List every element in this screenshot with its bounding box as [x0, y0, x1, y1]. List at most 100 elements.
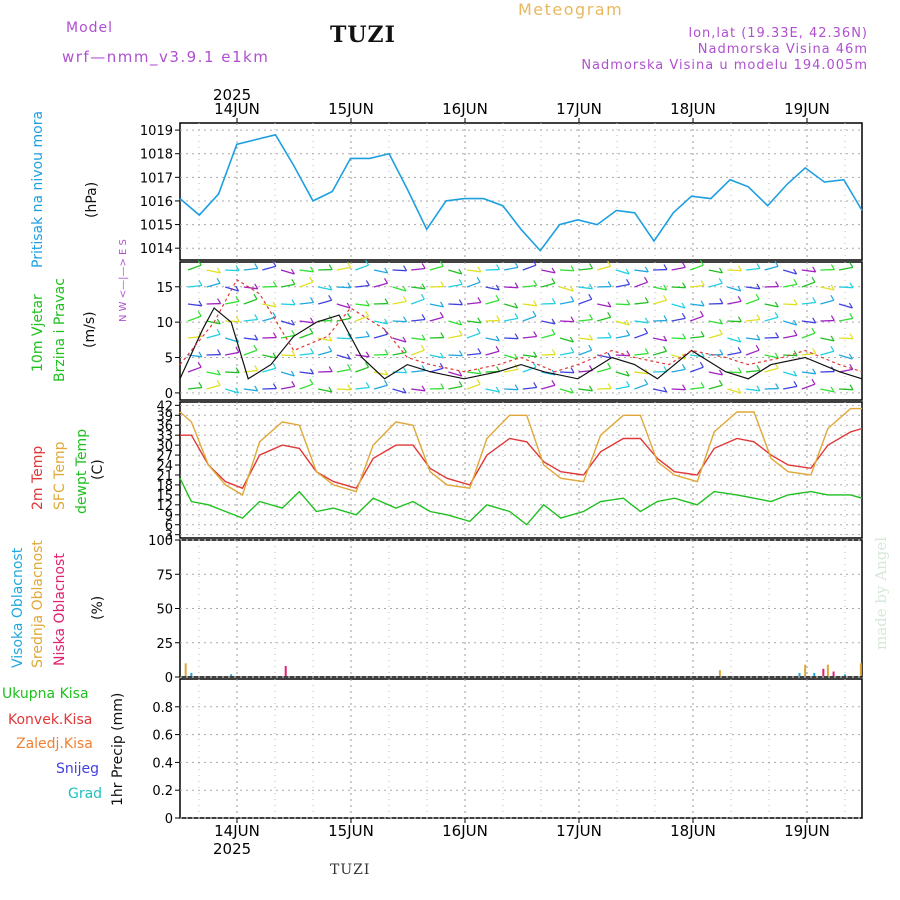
wind-barb — [225, 300, 240, 305]
wind-barb — [578, 318, 593, 322]
wind-barb — [411, 337, 426, 341]
wind-barb — [793, 330, 798, 336]
wind-barb — [402, 285, 407, 292]
wind-barb — [820, 337, 835, 342]
wind-barb — [812, 266, 817, 273]
wind-barb — [448, 334, 463, 339]
wind-barb — [663, 264, 668, 270]
wind-barb — [299, 383, 313, 390]
wind-barb — [830, 315, 835, 321]
day-label-top: 16JUN — [442, 100, 488, 118]
wind-barb — [458, 381, 463, 387]
wind-barb — [187, 366, 202, 373]
wind-barb — [272, 332, 277, 338]
wind-barb — [514, 384, 519, 391]
ytick-label: 25 — [156, 637, 173, 652]
wind-barb — [216, 267, 221, 274]
wind-barb — [206, 269, 221, 274]
wind-barb — [328, 294, 333, 301]
wind-barb — [243, 388, 258, 392]
wind-barb — [820, 388, 835, 393]
wind-barb — [708, 320, 723, 325]
wind-barb — [689, 366, 704, 373]
wind-barb — [485, 286, 500, 291]
wind-barb — [347, 313, 352, 319]
wind-barb — [793, 381, 798, 387]
wind-barb — [607, 332, 612, 338]
cloud-bar — [190, 672, 193, 676]
wind-barb — [838, 388, 854, 391]
wind-barb — [764, 354, 779, 359]
wind-barb — [756, 334, 761, 341]
day-label-bottom: 17JUN — [556, 822, 602, 840]
wind-barb — [541, 282, 556, 288]
wind-barb — [541, 384, 556, 390]
wind-barb — [309, 317, 314, 324]
wind-barb — [756, 385, 761, 392]
wind-barb — [504, 303, 518, 309]
wind-barb — [262, 265, 277, 271]
wind-barb — [411, 388, 426, 392]
wind-barb — [522, 386, 537, 390]
wind-barb — [801, 281, 816, 288]
wind-barb — [745, 349, 760, 356]
wind-barb — [197, 361, 202, 368]
wind-barb — [309, 368, 314, 375]
wind-barb — [783, 354, 798, 357]
wind-barb — [290, 268, 295, 275]
wind-barb — [458, 319, 463, 326]
wind-barb — [429, 367, 444, 373]
wind-barb — [373, 371, 388, 376]
wind-barb — [477, 317, 482, 324]
wind-barb — [589, 314, 594, 320]
ytick-label: 75 — [156, 568, 173, 583]
ytick-label: 1018 — [140, 148, 173, 163]
ytick-label: 15 — [156, 281, 173, 296]
wind-barb — [243, 298, 258, 305]
wind-barb — [551, 277, 556, 284]
wind-barb — [365, 310, 370, 317]
wind-barb — [522, 315, 537, 322]
wind-barb — [411, 369, 426, 373]
wind-barb — [522, 335, 537, 339]
wind-barb — [392, 269, 407, 272]
wind-barb — [615, 303, 630, 306]
product-title: Meteogram — [518, 0, 624, 19]
wind-barb — [272, 362, 277, 369]
wind-barb — [411, 267, 426, 271]
wind-barb — [402, 347, 407, 353]
wind-barb — [644, 276, 649, 283]
wind-barb — [280, 303, 296, 306]
legend-frozen-rain: Zaledj.Kisa — [16, 736, 93, 752]
wind-barb — [448, 320, 463, 326]
wind-barb — [615, 371, 630, 377]
ytick-label: 9 — [165, 509, 173, 524]
wind-barb — [737, 265, 742, 272]
wind-barb — [533, 280, 538, 286]
wind-barb — [466, 320, 481, 324]
t2m-line — [180, 427, 863, 490]
wind-barb — [514, 302, 519, 309]
wind-barb — [793, 279, 798, 285]
wind-barb — [476, 327, 481, 334]
wind-barb — [291, 330, 296, 336]
wind-barb — [570, 316, 575, 323]
wind-barb — [663, 386, 668, 393]
wind-barb — [253, 344, 258, 351]
wind-barb — [272, 383, 277, 389]
wind-barb — [410, 298, 425, 305]
wind-barb — [719, 349, 724, 355]
wind-barb — [272, 301, 277, 308]
wind-barb — [440, 281, 445, 287]
wind-barb — [299, 301, 314, 305]
wind-barb — [336, 303, 351, 309]
ytick-label: 1014 — [140, 242, 173, 257]
wind-barb — [280, 269, 295, 275]
wind-barb — [309, 327, 314, 334]
wind-barb — [440, 332, 445, 338]
wind-barb — [439, 352, 445, 359]
wind-barb — [262, 303, 277, 308]
wind-barb — [495, 294, 500, 301]
wind-barb — [830, 294, 835, 301]
wind-barb — [737, 296, 742, 302]
